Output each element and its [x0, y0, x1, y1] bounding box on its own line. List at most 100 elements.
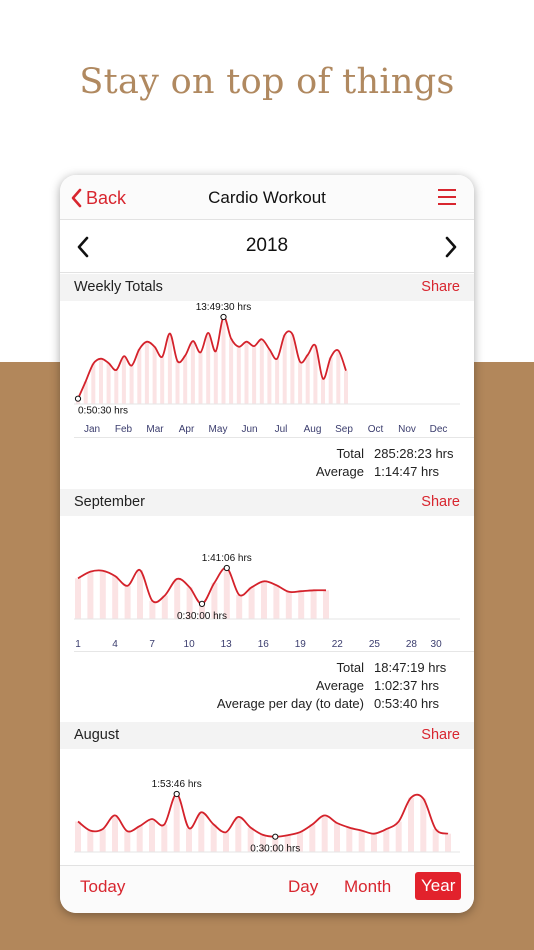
bar	[313, 345, 318, 404]
bar	[83, 381, 88, 404]
bar	[210, 824, 217, 852]
bar	[124, 831, 131, 852]
bar	[321, 378, 325, 404]
year-navigator: 2018	[60, 221, 474, 273]
bar	[260, 834, 266, 852]
x-tick-label: Jul	[275, 424, 288, 435]
tab-month[interactable]: Month	[344, 877, 392, 896]
series-line	[77, 793, 449, 838]
headline: Stay on top of things	[79, 62, 455, 102]
x-tick-label: 10	[184, 639, 196, 650]
min-annotation-label: 0:30:00 hrs	[177, 611, 227, 622]
august-chart[interactable]: 1:53:46 hrs 0:30:00 hrs	[60, 749, 474, 865]
bar	[106, 363, 111, 404]
bar	[298, 361, 303, 404]
previous-year-button[interactable]	[74, 235, 94, 259]
max-annotation-label: 1:53:46 hrs	[152, 779, 202, 790]
x-tick-label: 19	[295, 639, 307, 650]
bar	[149, 819, 155, 852]
bar	[247, 827, 254, 852]
bar	[87, 571, 94, 619]
year-label: 2018	[245, 235, 289, 256]
bar	[285, 591, 292, 619]
section-header-september: September Share	[60, 489, 474, 516]
bar	[336, 350, 341, 404]
bar	[305, 354, 310, 404]
bar	[190, 341, 195, 404]
weekly-totals-chart[interactable]: 13:49:30 hrs 0:50:30 hrs Jan Feb Mar Apr May Ju…	[60, 301, 474, 437]
bar	[358, 830, 365, 852]
bar	[261, 581, 267, 619]
bar	[267, 349, 272, 404]
stat-label: Average	[315, 464, 364, 479]
today-button[interactable]: Today	[80, 877, 126, 896]
tab-day[interactable]: Day	[288, 877, 319, 896]
divider	[74, 651, 474, 652]
back-button[interactable]: Back	[70, 185, 126, 211]
bar	[206, 332, 211, 404]
series-line	[77, 316, 347, 400]
bar	[99, 829, 106, 852]
bar	[114, 370, 119, 404]
section-header-august: August Share	[60, 722, 474, 749]
x-tick-label: 13	[221, 639, 233, 650]
min-point-marker	[272, 833, 279, 840]
max-point-marker	[173, 790, 180, 798]
bar	[124, 585, 131, 619]
bar	[297, 832, 303, 852]
bar	[252, 346, 257, 404]
stat-value: 0:53:40 hrs	[374, 696, 440, 711]
bar	[152, 346, 157, 404]
bar	[272, 836, 279, 852]
bar	[161, 824, 168, 852]
menu-icon[interactable]	[438, 189, 456, 205]
bar	[75, 821, 81, 852]
x-tick-label: Dec	[430, 424, 448, 435]
bar	[173, 794, 180, 852]
bar	[420, 798, 427, 852]
x-tick-label: 28	[406, 639, 418, 650]
section-title: August	[74, 727, 120, 743]
x-tick-label: May	[209, 424, 228, 435]
bar	[344, 370, 348, 404]
bar	[91, 363, 96, 404]
tab-year[interactable]: Year	[415, 872, 462, 900]
bar	[248, 587, 255, 619]
section-title: September	[74, 494, 145, 510]
share-button[interactable]: Share	[421, 279, 460, 295]
max-annotation-label: 1:41:06 hrs	[202, 553, 252, 564]
bar	[310, 590, 317, 619]
bar	[323, 590, 329, 619]
next-year-button[interactable]	[440, 235, 460, 259]
bar	[284, 835, 291, 852]
min-annotation-label: 0:50:30 hrs	[78, 406, 128, 417]
bar	[112, 576, 119, 619]
bar	[121, 356, 126, 404]
bar	[137, 570, 143, 619]
min-annotation-label: 0:30:00 hrs	[250, 844, 300, 855]
x-tick-label: 22	[332, 639, 344, 650]
bar	[334, 823, 340, 852]
bar	[371, 833, 377, 852]
share-button[interactable]: Share	[421, 494, 460, 510]
bar	[199, 603, 205, 619]
chevron-right-icon	[445, 236, 457, 258]
bar	[174, 578, 181, 619]
stat-row-total: Total 18:47:19 hrs	[60, 660, 474, 678]
september-chart[interactable]: 1:41:06 hrs 0:30:00 hrs 1 4 7 10 13 16 19 22 25 28 3…	[60, 516, 474, 651]
x-tick-label: Oct	[368, 424, 384, 435]
bar	[160, 356, 165, 404]
bar	[223, 832, 229, 852]
x-tick-label: Sep	[335, 424, 353, 435]
x-tick-label: Aug	[304, 424, 322, 435]
bar	[309, 824, 316, 852]
share-button[interactable]: Share	[421, 727, 460, 743]
max-point-marker	[223, 564, 230, 572]
bar	[87, 830, 94, 852]
bar	[186, 828, 192, 852]
bar	[290, 334, 295, 404]
stat-value: 285:28:23 hrs	[374, 446, 454, 461]
min-point-marker	[198, 600, 206, 608]
bar	[346, 827, 353, 852]
bar	[186, 587, 193, 619]
